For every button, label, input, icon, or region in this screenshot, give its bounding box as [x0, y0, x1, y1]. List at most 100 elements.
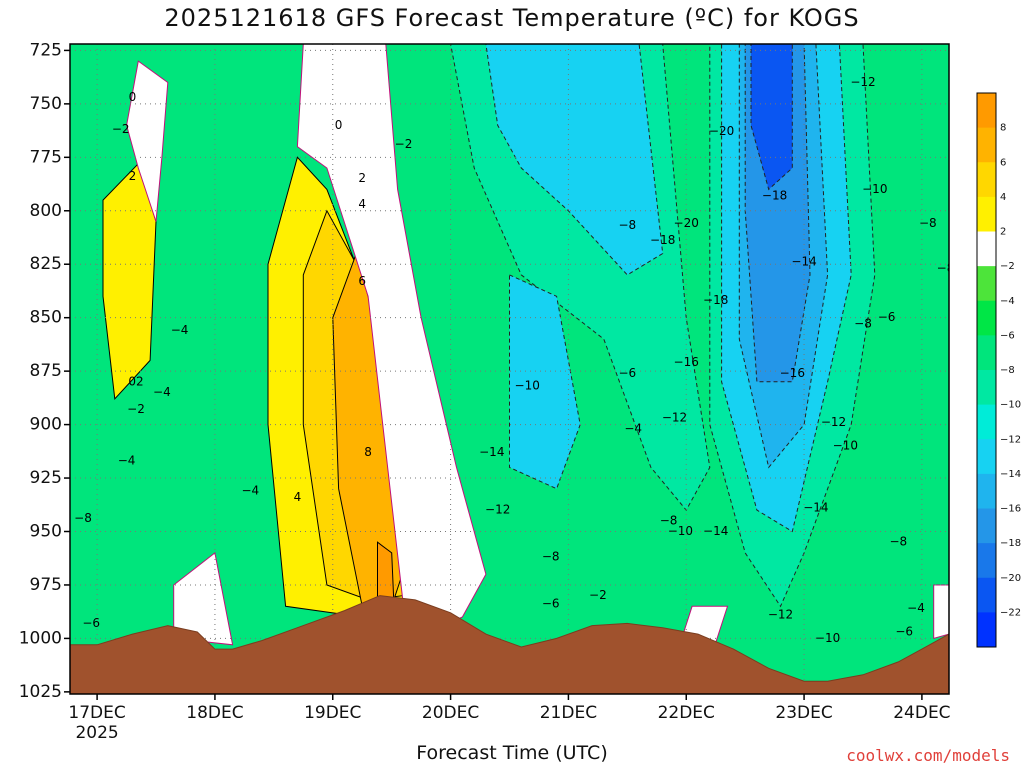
contour-label: 0 — [335, 118, 343, 132]
x-tick-label: 17DEC — [68, 703, 125, 723]
contour-label: −8 — [660, 513, 678, 527]
contour-label: −6 — [878, 310, 896, 324]
plot-area: 0−22−402−4−2−4−8−6024684−4−2−14−12−10−8−… — [70, 44, 955, 694]
y-tick-label: 875 — [30, 361, 62, 381]
colorbar-label: −20 — [1000, 573, 1021, 584]
contour-label: −14 — [479, 445, 504, 459]
contour-label: −20 — [674, 216, 699, 230]
temperature-region-5 — [126, 60, 169, 222]
contour-label: −16 — [674, 355, 699, 369]
colorbar-label: −16 — [1000, 504, 1021, 515]
temperature-region-17 — [750, 44, 793, 191]
temperature-regions — [102, 44, 949, 646]
y-tick-label: 725 — [30, 40, 62, 60]
contour-label: −18 — [650, 233, 675, 247]
colorbar-swatch — [977, 473, 996, 510]
colorbar-label: −18 — [1000, 538, 1021, 549]
contour-label: −20 — [709, 124, 734, 138]
contour-label: −12 — [662, 411, 687, 425]
colorbar-swatch — [977, 127, 996, 163]
contour-label: −4 — [624, 421, 642, 435]
colorbar-label: −12 — [1000, 434, 1021, 445]
colorbar-swatch — [977, 508, 996, 544]
y-tick-label: 750 — [30, 94, 62, 114]
colorbar-label: −8 — [1000, 365, 1015, 376]
contour-label: −2 — [589, 588, 607, 602]
colorbar-frame — [976, 92, 997, 648]
temperature-region-9 — [933, 584, 949, 640]
contour-label: −6 — [82, 616, 100, 630]
contour-label: −2 — [127, 402, 145, 416]
y-tick-label: 950 — [30, 522, 62, 542]
contour-label: −10 — [668, 524, 693, 538]
contour-label: −4 — [153, 385, 171, 399]
y-axis: 725 750 775 800 825 850 875 900 925 950 975 1000 102… — [19, 40, 70, 702]
contour-label: −12 — [850, 75, 875, 89]
temperature-region-11 — [485, 44, 664, 276]
x-tick-label: 24DEC — [893, 703, 950, 723]
contour-label: −6 — [542, 597, 560, 611]
page-title: 2025121618 GFS Forecast Temperature (ºC)… — [164, 4, 860, 32]
contour-label: −12 — [485, 503, 510, 517]
contour-label: −16 — [780, 366, 805, 380]
y-tick-label: 850 — [30, 308, 62, 328]
contour-label: −8 — [889, 535, 907, 549]
x-year-label: 2025 — [75, 723, 118, 743]
colorbar-swatch — [977, 370, 996, 406]
contour-label: 4 — [358, 197, 366, 211]
y-tick-label: 975 — [30, 575, 62, 595]
contour-label: 4 — [294, 490, 302, 504]
colorbar-label: 6 — [1000, 157, 1006, 168]
colorbar-swatch — [977, 266, 996, 302]
terrain — [70, 595, 949, 694]
contour-label: −18 — [703, 293, 728, 307]
colorbar-label: −14 — [1000, 469, 1021, 480]
colorbar-label: 2 — [1000, 227, 1006, 238]
colorbar-swatch — [977, 231, 996, 267]
contour-label: −8 — [919, 216, 937, 230]
contour-label: −10 — [515, 379, 540, 393]
x-tick-label: 18DEC — [186, 703, 243, 723]
contour-label: −8 — [618, 218, 636, 232]
contour-label: −14 — [791, 255, 816, 269]
credit-link[interactable]: coolwx.com/models — [846, 746, 1010, 765]
contour-label: 6 — [358, 274, 366, 288]
contour-label: −10 — [862, 182, 887, 196]
contour-label: −14 — [703, 524, 728, 538]
colorbar-swatch — [977, 543, 996, 579]
x-tick-label: 21DEC — [540, 703, 597, 723]
contour-label: −18 — [762, 188, 787, 202]
contour-label: −4 — [241, 483, 259, 497]
colorbar-swatch — [977, 439, 996, 475]
grid-lines — [70, 44, 949, 694]
contour-label: −2 — [395, 137, 413, 151]
x-tick-label: 19DEC — [304, 703, 361, 723]
contour-label: −4 — [118, 453, 136, 467]
contour-labels: 0−22−402−4−2−4−8−6024684−4−2−14−12−10−8−… — [74, 75, 955, 645]
contour-label: 2 — [129, 169, 137, 183]
plot-frame — [69, 43, 950, 695]
x-tick-label: 23DEC — [775, 703, 832, 723]
y-tick-label: 925 — [30, 468, 62, 488]
x-tick-label: 22DEC — [658, 703, 715, 723]
contour-label: −10 — [833, 439, 858, 453]
contour-label: −4 — [907, 601, 925, 615]
colorbar-swatch — [977, 162, 996, 198]
temperature-region-12 — [509, 274, 581, 490]
colorbar-swatch — [977, 404, 996, 440]
y-tick-label: 800 — [30, 201, 62, 221]
contour-label: −8 — [937, 261, 955, 275]
contour-label: −10 — [815, 631, 840, 645]
colorbar-swatch — [977, 93, 996, 129]
colorbar-label: −6 — [1000, 330, 1015, 341]
contour-label: 02 — [128, 374, 143, 388]
colorbar-swatch — [977, 300, 996, 336]
y-tick-label: 825 — [30, 254, 62, 274]
contour-label: −4 — [171, 323, 189, 337]
colorbar-swatch — [977, 196, 996, 233]
x-axis: 17DEC 18DEC 19DEC 20DEC 21DEC 22DEC 23DEC 24DEC… — [68, 694, 951, 743]
colorbar-swatch — [977, 335, 996, 371]
terrain-surface — [70, 595, 949, 694]
